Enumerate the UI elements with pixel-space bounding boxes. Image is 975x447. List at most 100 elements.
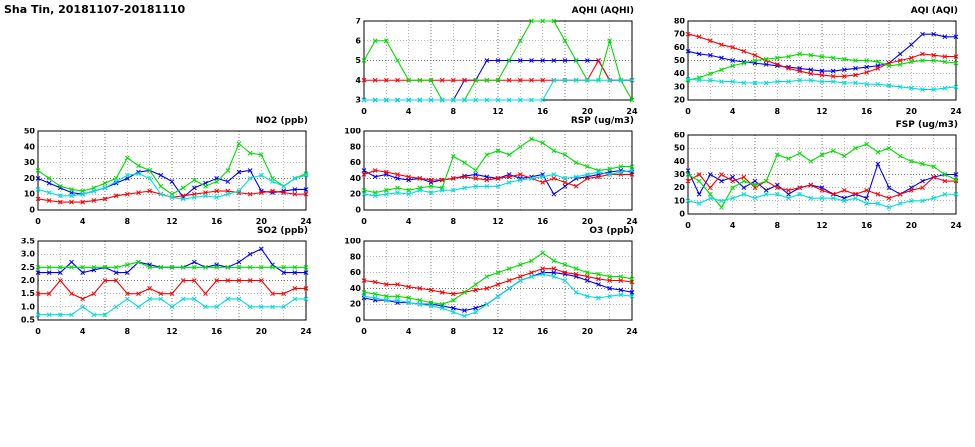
svg-text:80: 80	[350, 252, 362, 261]
svg-text:3.5: 3.5	[21, 238, 36, 246]
chart-fsp: FSP (ug/m3) 0 10 20 30 40 50 60 0 4 8 12 16 20 24	[654, 120, 964, 234]
plot-o3: 0 20 40 60 80 100 0 4 8 12 16 20 24	[344, 238, 638, 336]
svg-text:4: 4	[355, 76, 361, 85]
svg-text:24: 24	[626, 327, 638, 336]
svg-text:7: 7	[355, 18, 361, 26]
svg-text:0: 0	[679, 210, 685, 219]
chart-title-no2: NO2 (ppb)	[255, 116, 308, 126]
chart-no2: NO2 (ppb) 0 10 20 30 40 50 0 4 8 12 16 20 24	[4, 116, 314, 230]
svg-text:4: 4	[406, 107, 412, 116]
svg-text:20: 20	[906, 221, 918, 230]
svg-text:0: 0	[35, 327, 41, 336]
svg-text:16: 16	[211, 217, 223, 226]
svg-text:60: 60	[674, 132, 686, 140]
svg-text:4: 4	[730, 107, 736, 116]
svg-text:12: 12	[166, 217, 177, 226]
svg-text:12: 12	[816, 107, 827, 116]
chart-title-o3: O3 (ppb)	[589, 226, 634, 236]
svg-text:0: 0	[685, 221, 691, 230]
svg-text:20: 20	[674, 96, 686, 105]
svg-text:30: 30	[674, 170, 686, 179]
svg-text:50: 50	[24, 128, 36, 136]
svg-text:60: 60	[674, 43, 686, 52]
svg-text:16: 16	[537, 107, 549, 116]
svg-text:12: 12	[816, 221, 827, 230]
plot-aqi: 20 30 40 50 60 70 80 0 4 8 12 16 20 24	[674, 18, 962, 116]
plot-no2: 0 10 20 30 40 50 0 4 8 12 16 20 24	[24, 128, 312, 226]
svg-text:20: 20	[350, 300, 362, 309]
chart-title-so2: SO2 (ppb)	[256, 226, 308, 236]
svg-text:8: 8	[451, 217, 457, 226]
chart-so2: SO2 (ppb) 0.5 1.0 1.5 2.0 2.5 3.0 3.5 0 4 8 12 16 20…	[4, 226, 314, 340]
svg-text:30: 30	[674, 82, 686, 91]
svg-text:80: 80	[350, 142, 362, 151]
svg-text:0: 0	[361, 217, 367, 226]
svg-text:20: 20	[24, 174, 36, 183]
svg-text:80: 80	[674, 18, 686, 26]
svg-text:40: 40	[24, 142, 36, 151]
plot-aqhi: 3 4 5 6 7 0 4 8 12 16 20 24	[355, 18, 638, 116]
svg-text:8: 8	[775, 107, 781, 116]
svg-text:8: 8	[775, 221, 781, 230]
svg-text:12: 12	[492, 107, 503, 116]
svg-text:20: 20	[582, 217, 594, 226]
svg-text:60: 60	[350, 268, 362, 277]
svg-text:20: 20	[350, 190, 362, 199]
plot-fsp: 0 10 20 30 40 50 60 0 4 8 12 16 20 24	[674, 132, 962, 230]
svg-text:24: 24	[626, 217, 638, 226]
svg-text:4: 4	[80, 327, 86, 336]
svg-text:8: 8	[451, 107, 457, 116]
svg-text:8: 8	[451, 327, 457, 336]
svg-text:8: 8	[125, 327, 131, 336]
svg-text:16: 16	[861, 221, 873, 230]
svg-text:24: 24	[626, 107, 638, 116]
svg-text:40: 40	[350, 284, 362, 293]
svg-text:24: 24	[300, 217, 312, 226]
svg-text:50: 50	[674, 144, 686, 153]
svg-text:50: 50	[674, 56, 686, 65]
page-title: Sha Tin, 20181107-20181110	[4, 3, 186, 16]
svg-text:100: 100	[344, 238, 361, 246]
svg-text:5: 5	[355, 56, 361, 65]
svg-text:6: 6	[355, 36, 361, 45]
plot-so2: 0.5 1.0 1.5 2.0 2.5 3.0 3.5 0 4 8 12 16 20 24	[21, 238, 312, 336]
svg-text:1.5: 1.5	[21, 289, 36, 298]
plot-rsp: 0 20 40 60 80 100 0 4 8 12 16 20 24	[344, 128, 638, 226]
svg-text:16: 16	[861, 107, 873, 116]
svg-text:4: 4	[80, 217, 86, 226]
chart-title-aqhi: AQHI (AQHI)	[571, 6, 634, 16]
svg-text:2.5: 2.5	[21, 263, 36, 272]
svg-text:20: 20	[906, 107, 918, 116]
svg-text:0: 0	[361, 327, 367, 336]
svg-text:4: 4	[406, 327, 412, 336]
svg-text:12: 12	[166, 327, 177, 336]
chart-aqi: AQI (AQI) 20 30 40 50 60 70 80 0 4 8 12 16 20 24	[654, 6, 964, 120]
svg-text:40: 40	[674, 157, 686, 166]
svg-text:20: 20	[256, 327, 268, 336]
svg-text:3.0: 3.0	[21, 250, 36, 259]
svg-text:30: 30	[24, 158, 36, 167]
svg-text:20: 20	[256, 217, 268, 226]
chart-title-fsp: FSP (ug/m3)	[895, 120, 958, 130]
svg-text:0: 0	[355, 316, 361, 325]
svg-text:3: 3	[355, 96, 361, 105]
svg-text:4: 4	[406, 217, 412, 226]
svg-text:2.0: 2.0	[21, 276, 36, 285]
svg-text:0: 0	[685, 107, 691, 116]
svg-text:20: 20	[582, 107, 594, 116]
svg-text:8: 8	[125, 217, 131, 226]
svg-text:0: 0	[35, 217, 41, 226]
svg-text:16: 16	[537, 327, 549, 336]
chart-aqhi: AQHI (AQHI) 3 4 5 6 7 0 4 8 12 16 20 24	[330, 6, 640, 120]
svg-text:0: 0	[361, 107, 367, 116]
svg-text:24: 24	[950, 107, 962, 116]
chart-title-aqi: AQI (AQI)	[910, 6, 958, 16]
svg-text:12: 12	[492, 217, 503, 226]
svg-text:10: 10	[24, 190, 36, 199]
svg-text:40: 40	[350, 174, 362, 183]
svg-text:24: 24	[950, 221, 962, 230]
chart-title-rsp: RSP (ug/m3)	[570, 116, 634, 126]
svg-text:20: 20	[582, 327, 594, 336]
chart-rsp: RSP (ug/m3) 0 20 40 60 80 100 0 4 8 12 16 20 24	[330, 116, 640, 230]
chart-o3: O3 (ppb) 0 20 40 60 80 100 0 4 8 12 16 20 24	[330, 226, 640, 340]
